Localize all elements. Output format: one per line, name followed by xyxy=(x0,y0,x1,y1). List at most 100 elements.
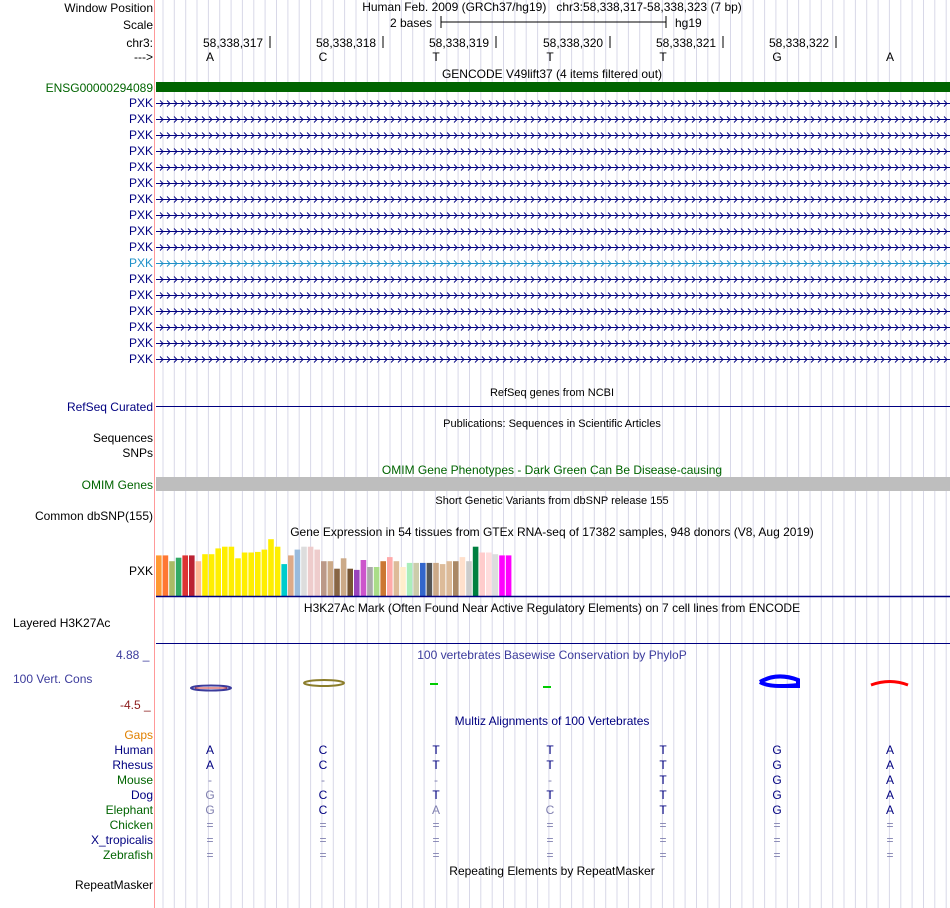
phylop-label[interactable]: 100 Vert. Cons xyxy=(13,672,93,686)
transcript-label[interactable]: PXK xyxy=(128,208,153,222)
alignment-base: G xyxy=(205,803,215,817)
repeatmasker-label[interactable]: RepeatMasker xyxy=(74,878,153,892)
strand-arrows xyxy=(159,324,948,331)
phylop-mark xyxy=(758,674,800,688)
transcript-label[interactable]: PXK xyxy=(128,336,153,350)
gtex-bar xyxy=(426,562,433,596)
gtex-bar xyxy=(222,546,228,596)
position-tick-label: 58,338,317 xyxy=(203,36,264,50)
h3k27ac-track-title[interactable]: H3K27Ac Mark (Often Found Near Active Re… xyxy=(303,601,801,615)
transcript-label[interactable]: PXK xyxy=(128,192,153,206)
alignment-base: = xyxy=(659,833,667,847)
transcript-label[interactable]: PXK xyxy=(128,224,153,238)
strand-arrows xyxy=(159,100,948,107)
ruler-base: G xyxy=(772,50,782,64)
gtex-bar xyxy=(505,555,512,596)
gtex-bar xyxy=(439,564,446,596)
refseq-track-title[interactable]: RefSeq genes from NCBI xyxy=(489,387,615,399)
gtex-bar xyxy=(274,546,281,596)
species-label: Rhesus xyxy=(112,758,153,772)
gtex-bar xyxy=(433,562,439,596)
alignment-base: T xyxy=(659,773,667,787)
alignment-base: - xyxy=(548,773,552,787)
alignment-base: A xyxy=(885,773,895,787)
transcript-label[interactable]: PXK xyxy=(128,272,153,286)
strand-arrows xyxy=(159,356,948,363)
alignment-base: T xyxy=(546,743,554,757)
omim-track-title[interactable]: OMIM Gene Phenotypes - Dark Green Can Be… xyxy=(381,463,723,477)
alignment-base: = xyxy=(546,818,554,832)
alignment-base: - xyxy=(208,773,212,787)
transcript-label[interactable]: PXK xyxy=(128,304,153,318)
publications-track-title[interactable]: Publications: Sequences in Scientific Ar… xyxy=(443,418,661,430)
publications-sequences-label[interactable]: Sequences xyxy=(92,431,153,445)
omim-label[interactable]: OMIM Genes xyxy=(81,478,153,492)
alignment-base: G xyxy=(772,743,782,757)
gtex-bar xyxy=(387,557,393,596)
gtex-bar xyxy=(241,552,248,596)
gtex-bar xyxy=(347,568,353,596)
strand-arrows xyxy=(159,308,948,315)
species-label: Chicken xyxy=(109,818,153,832)
gtex-bar xyxy=(492,554,499,596)
dbsnp-track-title[interactable]: Short Genetic Variants from dbSNP releas… xyxy=(435,495,669,507)
gtex-bar xyxy=(459,557,466,596)
gencode-track-title[interactable]: GENCODE V49lift37 (4 items filtered out) xyxy=(441,67,663,81)
transcript-label[interactable]: PXK xyxy=(128,112,153,126)
publications-snps-label[interactable]: SNPs xyxy=(122,446,153,460)
transcript-label[interactable]: PXK xyxy=(128,160,153,174)
transcript-label[interactable]: PXK xyxy=(128,240,153,254)
alignment-base: T xyxy=(432,788,440,802)
h3k27ac-label[interactable]: Layered H3K27Ac xyxy=(13,616,111,630)
window-position-label: Window Position xyxy=(64,1,153,15)
strand-arrows xyxy=(159,276,948,283)
omim-bar xyxy=(156,477,950,491)
gtex-bar xyxy=(301,546,307,596)
strand-arrows xyxy=(159,180,948,187)
alignment-base: = xyxy=(206,848,214,862)
transcript-label[interactable]: PXK xyxy=(128,96,153,110)
position-tick-label: 58,338,319 xyxy=(429,36,490,50)
species-label: X_tropicalis xyxy=(90,833,153,847)
gtex-gene-label[interactable]: PXK xyxy=(128,564,153,578)
strand-arrows xyxy=(159,260,948,267)
transcript-label[interactable]: PXK xyxy=(128,256,153,270)
strand-arrows xyxy=(159,212,948,219)
alignment-base: = xyxy=(546,833,554,847)
strand-arrows xyxy=(159,196,948,203)
refseq-label[interactable]: RefSeq Curated xyxy=(66,400,153,414)
gtex-bar xyxy=(321,561,327,596)
strand-arrows xyxy=(159,148,948,155)
gtex-bar xyxy=(314,549,320,596)
gtex-track-title[interactable]: Gene Expression in 54 tissues from GTEx … xyxy=(290,525,814,539)
gtex-bar xyxy=(479,552,485,596)
species-label: Elephant xyxy=(105,803,153,817)
alignment-base: G xyxy=(772,758,782,772)
transcript-label[interactable]: PXK xyxy=(128,128,153,142)
dbsnp-label[interactable]: Common dbSNP(155) xyxy=(34,509,153,523)
gtex-bar xyxy=(281,564,287,596)
strand-arrows xyxy=(159,164,948,171)
alignment-base: = xyxy=(659,818,667,832)
transcript-label[interactable]: PXK xyxy=(128,320,153,334)
gtex-bar xyxy=(486,552,492,596)
alignment-base: = xyxy=(319,818,327,832)
alignment-base: A xyxy=(885,788,895,802)
transcript-label[interactable]: PXK xyxy=(128,352,153,366)
phylop-mark xyxy=(430,683,438,685)
gtex-bar xyxy=(169,561,175,596)
ruler-base: A xyxy=(885,50,895,64)
transcript-label[interactable]: PXK xyxy=(128,176,153,190)
repeatmasker-track-title[interactable]: Repeating Elements by RepeatMasker xyxy=(449,864,655,878)
position-tick-label: 58,338,320 xyxy=(543,36,604,50)
gencode-gene-id[interactable]: ENSG00000294089 xyxy=(45,81,153,95)
transcript-label[interactable]: PXK xyxy=(128,144,153,158)
multiz-track-title[interactable]: Multiz Alignments of 100 Vertebrates xyxy=(454,714,650,728)
gtex-bar xyxy=(202,554,208,596)
gtex-bar xyxy=(162,555,169,596)
alignment-base: G xyxy=(772,773,782,787)
phylop-track-title[interactable]: 100 vertebrates Basewise Conservation by… xyxy=(417,648,687,662)
gtex-bar xyxy=(208,554,215,596)
gtex-bar xyxy=(334,568,340,596)
transcript-label[interactable]: PXK xyxy=(128,288,153,302)
